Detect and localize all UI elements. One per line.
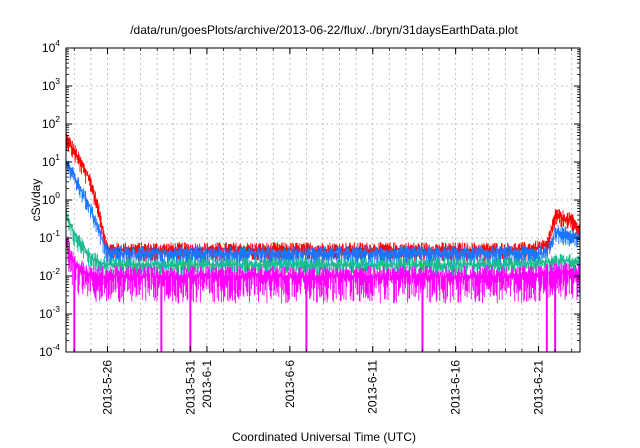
x-tick-label: 2013-5-31	[183, 360, 197, 415]
y-tick-label: 100	[42, 190, 60, 207]
series-line	[65, 207, 581, 277]
axes: 10-4 10-3 10-2 10-1 100 101 102 103 104 2013-5-26…	[39, 38, 581, 415]
y-tick-label: 10-2	[39, 266, 60, 283]
series-line	[65, 132, 581, 262]
y-tick-label: 10-1	[39, 228, 60, 245]
x-tick-label: 2013-5-26	[100, 360, 114, 415]
x-tick-label: 2013-6-6	[283, 360, 297, 408]
x-tick-label: 2013-6-1	[200, 360, 214, 408]
chart-title: /data/run/goesPlots/archive/2013-06-22/f…	[130, 23, 518, 37]
x-tick-label: 2013-6-21	[532, 360, 546, 415]
x-axis-label: Coordinated Universal Time (UTC)	[232, 430, 416, 444]
y-tick-label: 103	[42, 76, 60, 93]
y-tick-label: 104	[42, 38, 60, 55]
y-tick-label: 10-4	[39, 342, 60, 359]
y-tick-label: 101	[42, 152, 60, 169]
x-tick-label: 2013-6-11	[366, 360, 380, 414]
y-axis-label: cSv/day	[29, 179, 43, 222]
y-tick-label: 102	[42, 114, 60, 131]
grid-lines	[66, 48, 580, 352]
series-line	[65, 160, 581, 266]
y-tick-label: 10-3	[39, 304, 60, 321]
x-tick-label: 2013-6-16	[449, 360, 463, 415]
data-series	[65, 132, 581, 352]
